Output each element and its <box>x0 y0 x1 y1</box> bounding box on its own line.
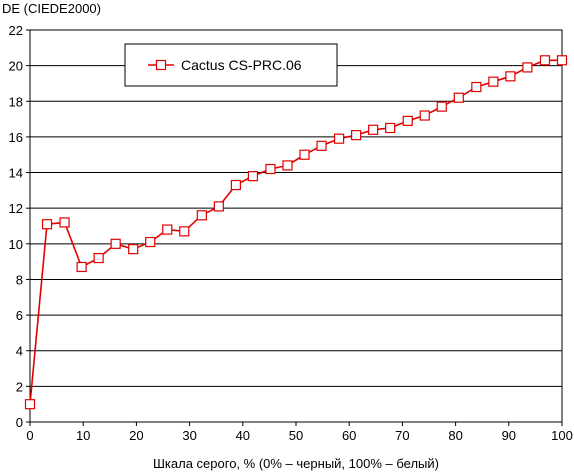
data-point <box>247 171 259 182</box>
x-tick-label: 30 <box>182 428 196 443</box>
data-series <box>24 55 568 410</box>
y-tick-label: 6 <box>16 308 23 323</box>
y-tick-label: 16 <box>9 130 23 145</box>
data-point <box>505 71 516 82</box>
y-tick-label: 8 <box>16 272 23 287</box>
x-tick-label: 50 <box>289 428 303 443</box>
data-point <box>162 224 173 235</box>
data-point <box>385 122 396 134</box>
data-point <box>299 149 310 160</box>
y-tick-label: 10 <box>9 237 23 252</box>
y-tick-label: 20 <box>9 59 23 74</box>
y-tick-label: 14 <box>9 166 23 181</box>
data-point <box>128 244 139 255</box>
x-tick-label: 60 <box>342 428 356 443</box>
data-point <box>368 124 379 135</box>
x-tick-label: 90 <box>502 428 516 443</box>
legend-label: Cactus CS-PRC.06 <box>181 57 302 73</box>
data-point <box>316 140 327 151</box>
data-point <box>453 92 464 103</box>
data-point <box>539 55 551 66</box>
data-point <box>488 76 499 87</box>
data-point <box>556 55 568 66</box>
data-point <box>265 163 276 175</box>
x-axis-ticks: 0 10 20 30 40 50 60 70 80 90 100 <box>26 422 573 443</box>
x-tick-label: 80 <box>448 428 462 443</box>
grid-lines <box>30 65 562 387</box>
data-point <box>179 226 190 237</box>
x-tick-label: 70 <box>395 428 409 443</box>
y-tick-label: 2 <box>16 379 23 394</box>
data-point <box>76 261 87 273</box>
data-point <box>282 160 293 171</box>
y-tick-label: 0 <box>16 415 23 430</box>
data-point <box>93 252 104 264</box>
data-point <box>436 101 447 112</box>
x-axis-title: Шкала серого, % (0% – черный, 100% – бел… <box>153 456 439 471</box>
data-point <box>24 399 36 410</box>
y-tick-label: 18 <box>9 94 23 109</box>
data-point <box>419 110 430 121</box>
x-tick-label: 10 <box>76 428 90 443</box>
data-point <box>196 210 207 221</box>
data-point <box>41 219 53 230</box>
y-tick-label: 4 <box>16 344 23 359</box>
series-line <box>29 59 562 405</box>
data-point <box>213 201 224 212</box>
data-point <box>333 133 345 144</box>
y-tick-label: 22 <box>9 23 23 38</box>
x-tick-label: 100 <box>551 428 573 443</box>
data-point <box>522 62 533 73</box>
data-point <box>402 115 413 126</box>
legend-marker <box>155 59 167 71</box>
data-point <box>145 236 156 248</box>
data-point <box>110 238 121 249</box>
y-axis-ticks: 0 2 4 6 8 10 12 14 16 18 20 22 <box>9 23 30 430</box>
data-point <box>230 179 241 191</box>
data-point <box>471 81 482 93</box>
data-point <box>59 217 70 228</box>
y-axis-title: DE (CIEDE2000) <box>2 1 101 16</box>
legend: Cactus CS-PRC.06 <box>124 43 338 87</box>
plot-frame <box>29 29 563 423</box>
x-tick-label: 20 <box>129 428 143 443</box>
x-tick-label: 40 <box>236 428 250 443</box>
data-point <box>351 130 362 141</box>
y-tick-label: 12 <box>9 201 23 216</box>
x-tick-label: 0 <box>26 428 33 443</box>
